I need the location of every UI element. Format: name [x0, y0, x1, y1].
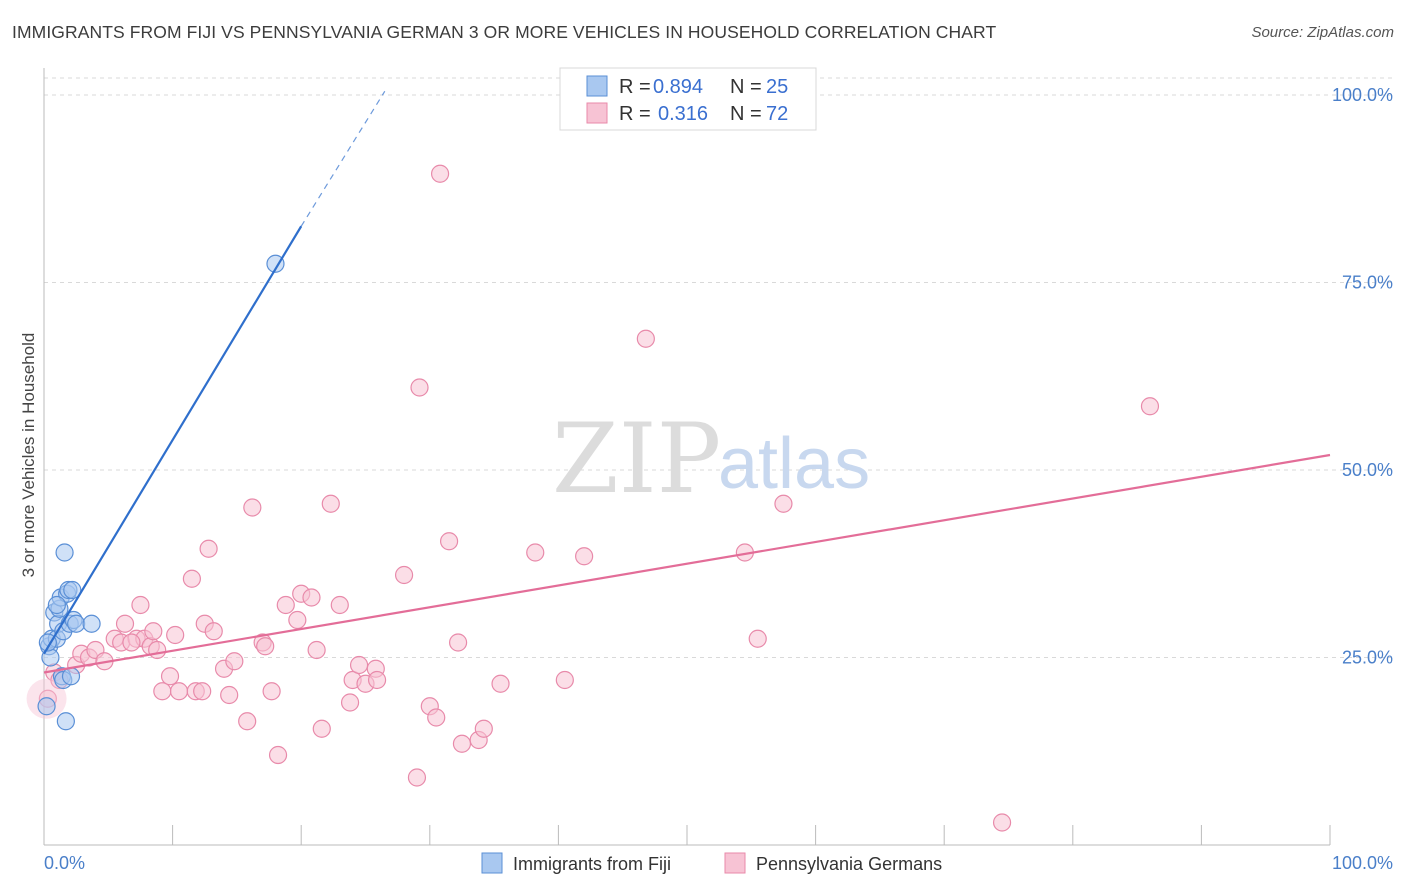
- bottom-legend-label-penn: Pennsylvania Germans: [756, 854, 942, 874]
- point-pennsylvania-germans: [243, 498, 262, 517]
- correlation-legend: R = 0.894 N = 25 R = 0.316 N = 72: [559, 67, 817, 131]
- point-immigrants-from-fiji: [67, 614, 86, 633]
- point-pennsylvania-germans: [166, 625, 185, 645]
- point-pennsylvania-germans: [427, 708, 446, 727]
- trend-line-fiji: [43, 225, 303, 655]
- point-immigrants-from-fiji: [266, 254, 285, 273]
- point-pennsylvania-germans: [131, 595, 150, 615]
- point-pennsylvania-germans: [491, 674, 510, 693]
- source-label: Source: ZipAtlas.com: [1251, 24, 1394, 41]
- series-immigrants-from-fiji: [37, 254, 285, 731]
- point-pennsylvania-germans: [160, 667, 180, 686]
- point-pennsylvania-germans: [262, 682, 281, 701]
- point-pennsylvania-germans: [340, 693, 360, 712]
- point-pennsylvania-germans: [748, 629, 767, 648]
- bottom-legend-swatch-penn: [724, 852, 746, 874]
- point-pennsylvania-germans: [182, 569, 201, 588]
- y-axis-ticks: 25.0% 50.0% 75.0% 100.0%: [1332, 85, 1393, 668]
- point-immigrants-from-fiji: [56, 712, 75, 731]
- trend-lines: [43, 90, 1331, 674]
- point-pennsylvania-germans: [330, 595, 349, 615]
- point-pennsylvania-germans: [144, 622, 163, 641]
- point-pennsylvania-germans: [220, 685, 239, 705]
- point-pennsylvania-germans: [394, 565, 414, 585]
- legend-r-label-fiji: R =: [619, 76, 651, 98]
- watermark: ZIP atlas: [552, 403, 870, 515]
- point-pennsylvania-germans: [193, 682, 212, 701]
- point-pennsylvania-germans: [636, 329, 655, 348]
- point-pennsylvania-germans: [256, 637, 275, 656]
- point-pennsylvania-germans: [302, 588, 321, 607]
- legend-n-value-fiji: 25: [766, 76, 788, 98]
- point-pennsylvania-germans: [555, 670, 574, 690]
- point-pennsylvania-germans: [367, 670, 387, 690]
- point-pennsylvania-germans: [115, 614, 135, 633]
- point-pennsylvania-germans: [430, 164, 450, 183]
- y-tick-label: 75.0%: [1342, 273, 1393, 293]
- point-pennsylvania-germans: [526, 543, 545, 562]
- x-axis: [43, 68, 1331, 846]
- point-pennsylvania-germans: [474, 719, 493, 738]
- point-pennsylvania-germans: [169, 682, 189, 701]
- watermark-atlas: atlas: [718, 424, 870, 504]
- y-axis-label: 3 or more Vehicles in Household: [19, 333, 38, 578]
- legend-swatch-penn: [586, 102, 608, 124]
- point-pennsylvania-germans: [410, 378, 429, 397]
- legend-swatch-fiji: [586, 75, 608, 97]
- trend-line-fiji-extension: [300, 90, 386, 227]
- grid-lines: [44, 77, 1393, 658]
- point-pennsylvania-germans: [321, 494, 340, 513]
- point-pennsylvania-germans: [1140, 397, 1160, 416]
- point-pennsylvania-germans: [238, 712, 257, 731]
- chart-title: IMMIGRANTS FROM FIJI VS PENNSYLVANIA GER…: [12, 22, 997, 42]
- point-pennsylvania-germans: [307, 640, 326, 660]
- point-pennsylvania-germans: [153, 682, 172, 701]
- point-pennsylvania-germans: [992, 813, 1012, 832]
- legend-n-value-penn: 72: [766, 103, 788, 125]
- series-legend: Immigrants from Fiji Pennsylvania German…: [481, 852, 942, 874]
- point-pennsylvania-germans: [575, 547, 594, 566]
- point-pennsylvania-germans: [288, 610, 307, 630]
- point-pennsylvania-germans: [407, 768, 427, 787]
- legend-r-value-penn: 0.316: [658, 103, 708, 125]
- point-pennsylvania-germans: [148, 640, 167, 660]
- y-tick-label: 25.0%: [1342, 648, 1393, 668]
- y-tick-label: 50.0%: [1342, 460, 1393, 480]
- point-pennsylvania-germans: [225, 652, 244, 671]
- trend-line-pennsylvania-germans: [43, 453, 1331, 674]
- point-pennsylvania-germans: [774, 494, 793, 513]
- point-pennsylvania-germans: [122, 633, 141, 652]
- x-tick-label-min: 0.0%: [44, 853, 85, 873]
- point-pennsylvania-germans: [439, 532, 459, 551]
- point-pennsylvania-germans: [448, 633, 468, 652]
- point-pennsylvania-germans: [349, 655, 369, 675]
- bottom-legend-label-fiji: Immigrants from Fiji: [513, 854, 671, 874]
- legend-n-label-penn: N =: [730, 103, 762, 125]
- point-immigrants-from-fiji: [37, 697, 56, 716]
- point-pennsylvania-germans: [276, 595, 295, 615]
- point-immigrants-from-fiji: [55, 543, 74, 562]
- watermark-zip: ZIP: [552, 403, 721, 515]
- legend-r-label-penn: R =: [619, 103, 651, 125]
- point-pennsylvania-germans: [204, 622, 223, 641]
- point-pennsylvania-germans: [312, 719, 331, 738]
- point-immigrants-from-fiji: [47, 595, 66, 615]
- point-pennsylvania-germans: [199, 539, 218, 558]
- point-pennsylvania-germans: [268, 745, 288, 765]
- point-immigrants-from-fiji: [63, 580, 82, 600]
- legend-n-label-fiji: N =: [730, 76, 762, 98]
- x-tick-label-max: 100.0%: [1332, 853, 1393, 873]
- point-immigrants-from-fiji: [61, 667, 81, 686]
- legend-r-value-fiji: 0.894: [653, 76, 703, 98]
- point-pennsylvania-germans: [452, 734, 472, 753]
- bottom-legend-swatch-fiji: [481, 852, 503, 874]
- point-immigrants-from-fiji: [82, 614, 101, 633]
- y-tick-label: 100.0%: [1332, 85, 1393, 105]
